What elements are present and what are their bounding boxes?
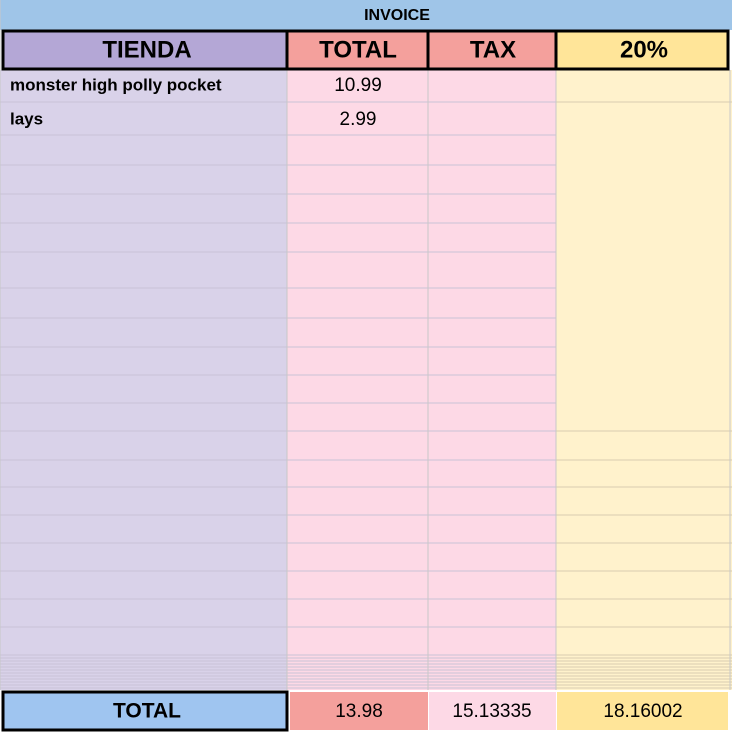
amount: 2.99 xyxy=(340,109,377,130)
total-value: 13.98 xyxy=(335,701,383,722)
totals-label-cell xyxy=(1,690,289,732)
header-cell xyxy=(554,29,730,71)
title-band xyxy=(0,0,732,30)
amount: 10.99 xyxy=(334,75,382,96)
totals-cell xyxy=(290,692,428,730)
store-column xyxy=(0,70,287,690)
column-header: TAX xyxy=(470,36,516,63)
header-row xyxy=(1,29,730,71)
backgrounds xyxy=(0,0,732,690)
header-cell xyxy=(285,29,430,71)
totals-label: TOTAL xyxy=(113,700,181,723)
store-name: monster high polly pocket xyxy=(10,75,222,94)
percent-column xyxy=(556,70,732,690)
amount-columns xyxy=(287,70,556,690)
column-header: 20% xyxy=(620,36,668,63)
totals-cell xyxy=(429,692,556,730)
column-header: TIENDA xyxy=(102,36,191,63)
totals-row xyxy=(0,690,732,735)
total-value: 18.16002 xyxy=(603,701,682,722)
column-header: TOTAL xyxy=(319,36,397,63)
total-value: 15.13335 xyxy=(452,701,531,722)
header-cell xyxy=(1,29,289,71)
totals-cell xyxy=(557,692,728,730)
store-name: lays xyxy=(10,109,43,128)
title: INVOICE xyxy=(364,7,430,24)
